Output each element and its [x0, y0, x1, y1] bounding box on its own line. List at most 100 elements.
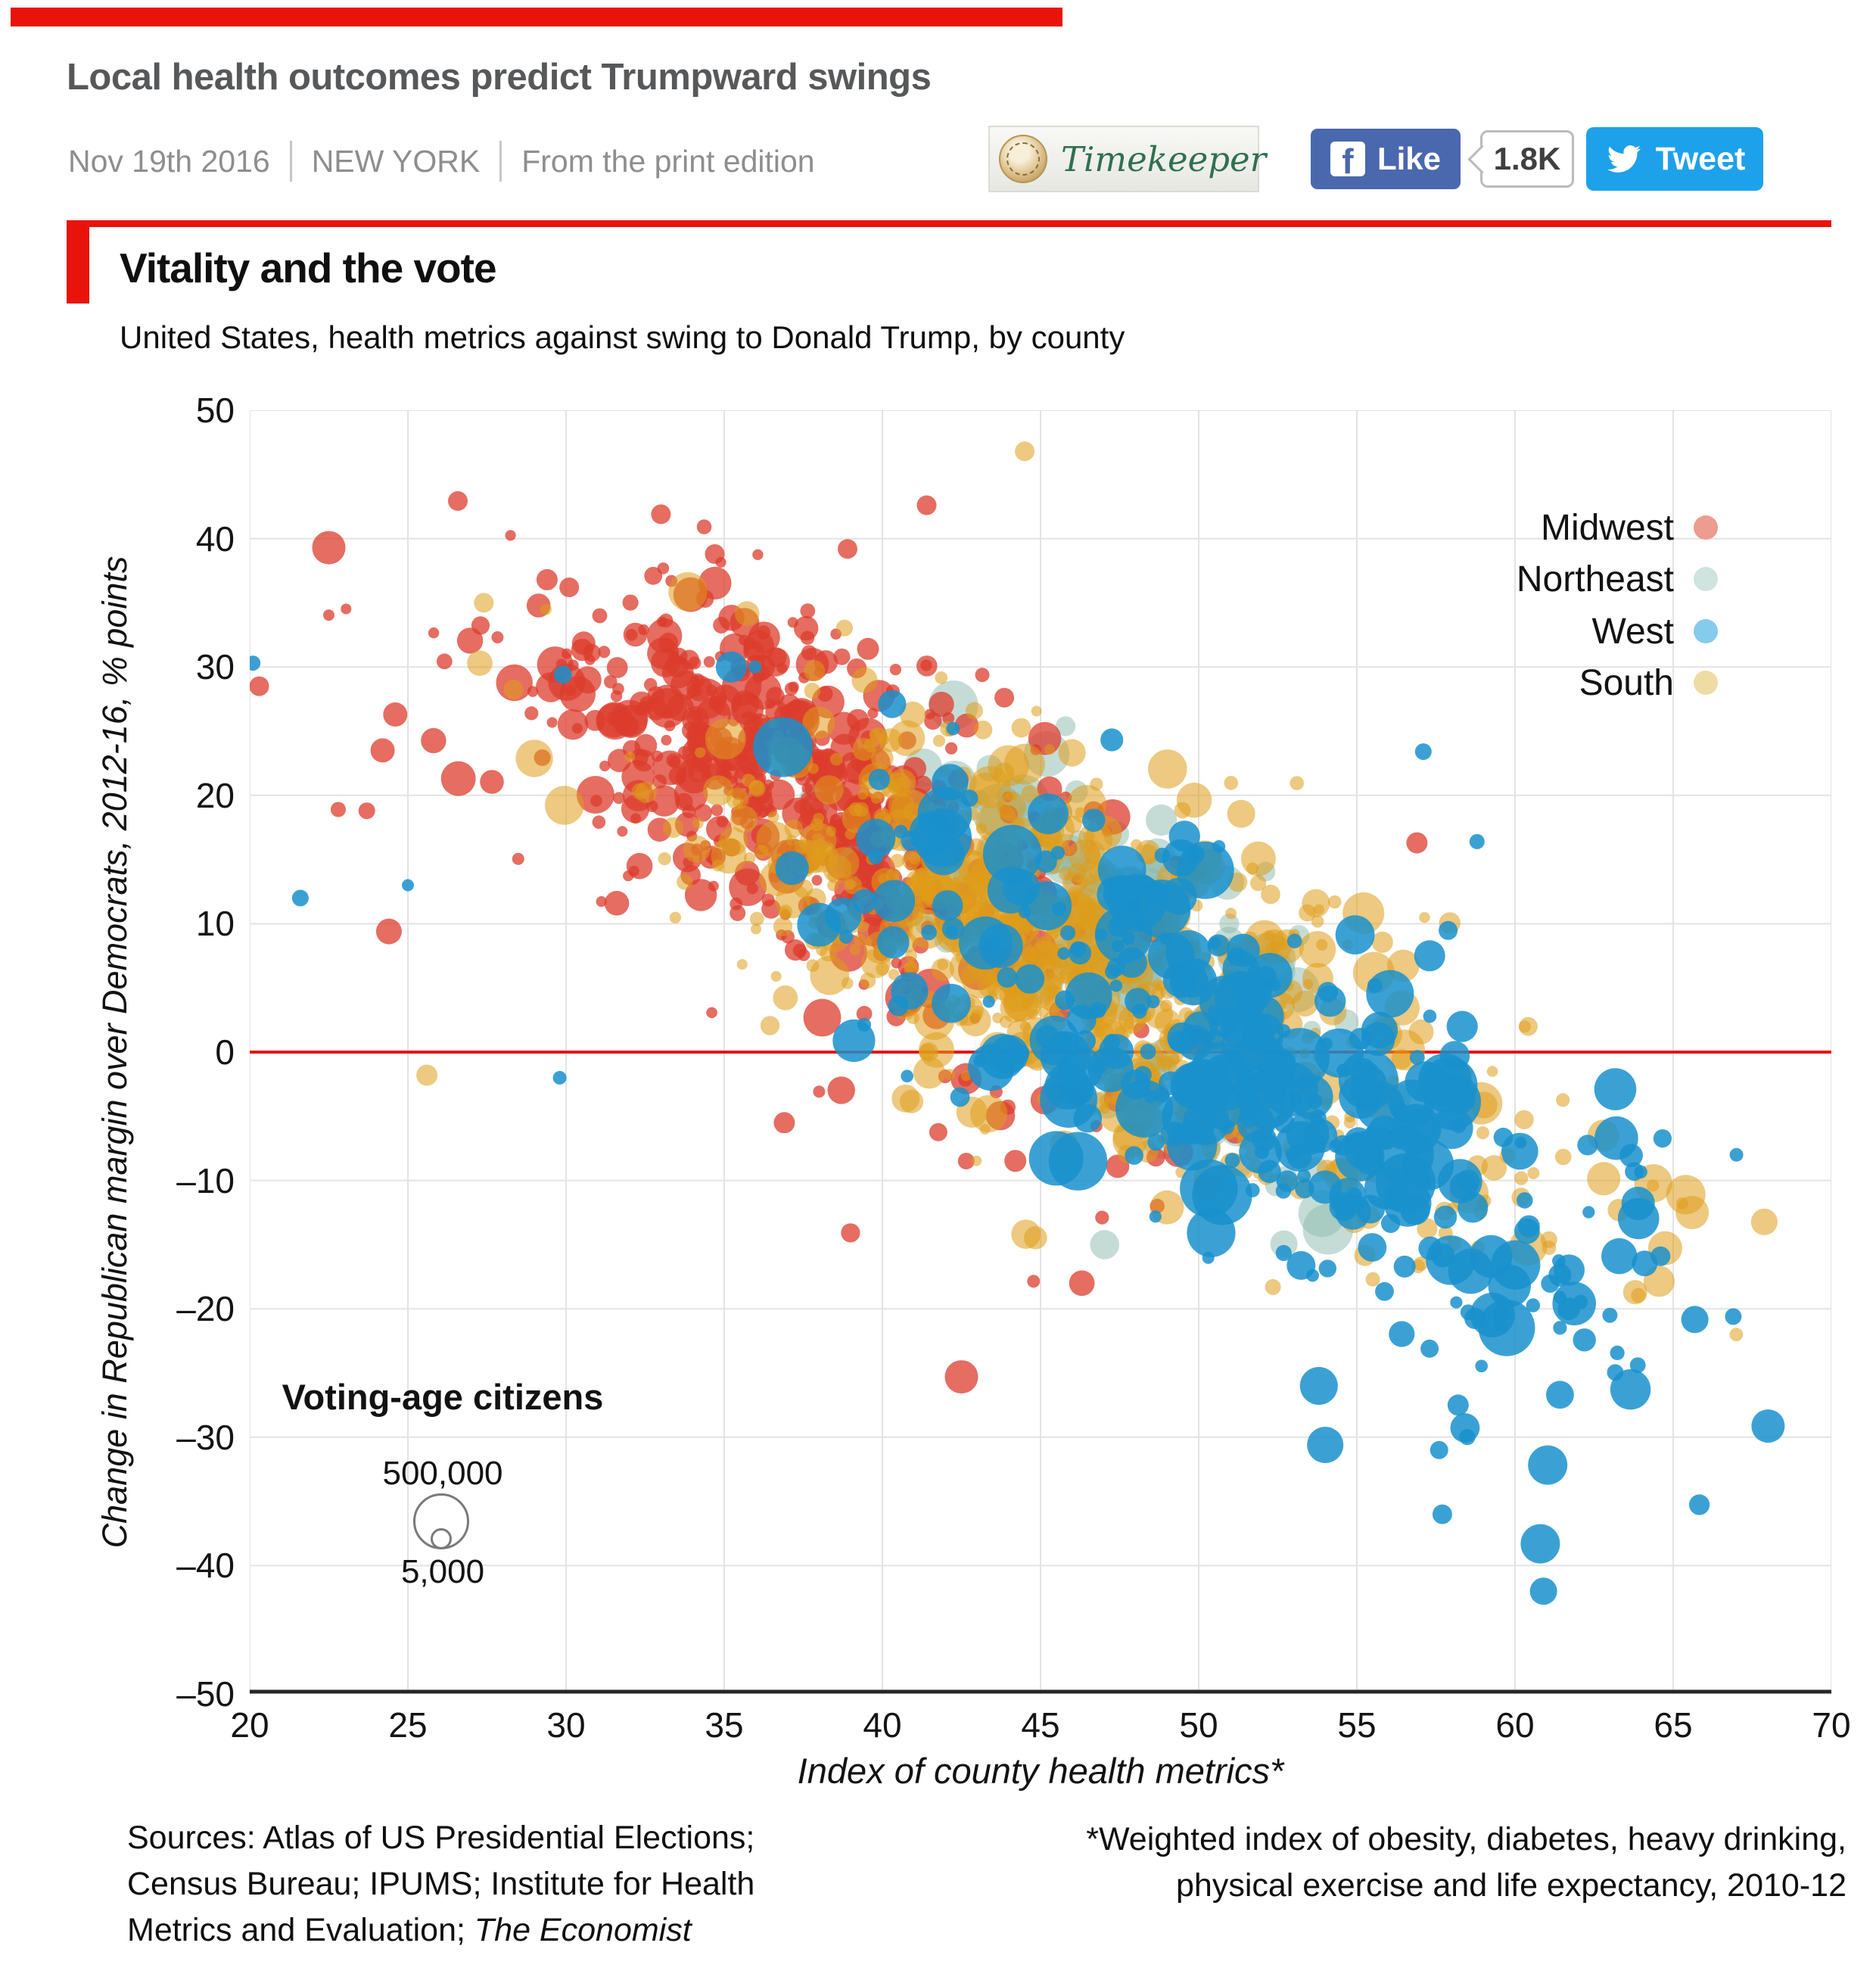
data-point	[1329, 1192, 1358, 1222]
data-point	[716, 815, 729, 828]
data-point-notable	[773, 1112, 795, 1134]
facebook-like-button[interactable]: f Like	[1311, 129, 1461, 189]
data-point	[891, 972, 929, 1010]
data-point-notable	[1557, 1297, 1581, 1321]
data-point	[1286, 1148, 1299, 1161]
data-point	[751, 923, 761, 935]
data-point	[1031, 705, 1042, 717]
dateline-separator	[289, 141, 292, 182]
data-point	[785, 939, 807, 961]
data-point	[803, 998, 842, 1037]
x-tick-label: 55	[1337, 1705, 1377, 1745]
data-point	[480, 770, 504, 794]
data-point	[1629, 1357, 1646, 1373]
data-point	[527, 686, 539, 697]
data-point	[1314, 985, 1346, 1017]
data-point	[1029, 1015, 1079, 1066]
data-point	[1582, 1206, 1595, 1219]
data-point	[1423, 1073, 1482, 1131]
data-point	[904, 961, 916, 973]
data-point-notable	[1414, 743, 1432, 761]
tweet-button[interactable]: Tweet	[1586, 127, 1763, 191]
data-point	[982, 995, 995, 1008]
data-point-notable	[383, 702, 408, 727]
data-point	[626, 852, 653, 880]
data-point	[1750, 1208, 1778, 1235]
data-point	[1450, 1296, 1463, 1309]
y-tick-label: 20	[195, 775, 235, 815]
data-point	[927, 826, 947, 845]
data-point	[456, 627, 484, 654]
data-point	[833, 648, 851, 665]
data-point-notable	[1729, 1147, 1744, 1162]
data-point	[1328, 895, 1342, 909]
like-count-bubble[interactable]: 1.8K	[1467, 130, 1574, 188]
data-point	[661, 734, 672, 746]
data-point	[1290, 776, 1304, 790]
data-point	[1517, 1215, 1540, 1238]
data-point	[1459, 1428, 1476, 1446]
data-point	[973, 1054, 987, 1067]
data-point	[612, 683, 624, 696]
data-point	[973, 721, 993, 739]
data-point	[932, 890, 963, 921]
data-point	[959, 916, 1013, 970]
data-point	[1729, 1328, 1744, 1341]
data-point	[1358, 1233, 1387, 1262]
data-point	[1681, 1306, 1709, 1334]
x-tick-label: 25	[388, 1705, 428, 1745]
timekeeper-button[interactable]: Timekeeper	[988, 126, 1266, 192]
legend-row-west: West	[1211, 609, 1718, 653]
data-point	[436, 653, 453, 670]
data-point	[664, 720, 676, 732]
data-point	[1751, 1409, 1785, 1443]
data-point	[682, 705, 710, 733]
data-point	[891, 957, 902, 969]
data-point	[515, 739, 553, 777]
data-point	[908, 852, 921, 864]
data-point	[767, 811, 779, 823]
data-point	[421, 727, 446, 754]
data-point	[920, 659, 932, 671]
red-rule	[67, 220, 1831, 227]
data-point	[929, 1122, 947, 1141]
data-point	[1015, 964, 1045, 994]
data-point	[857, 789, 869, 800]
timekeeper-medallion-icon	[999, 135, 1047, 183]
data-point	[1318, 1259, 1337, 1278]
data-point-notable	[1602, 1307, 1618, 1323]
data-point	[1199, 975, 1251, 1027]
data-point	[921, 924, 937, 941]
data-point	[748, 660, 762, 674]
data-point	[1344, 1131, 1383, 1170]
data-point	[851, 889, 877, 914]
data-point	[703, 775, 734, 806]
data-point	[1050, 845, 1065, 860]
data-point-notable	[331, 802, 346, 817]
data-point	[491, 631, 504, 643]
data-point-notable	[1430, 1440, 1448, 1459]
data-point	[982, 824, 1042, 884]
data-point	[599, 760, 611, 772]
data-point	[524, 706, 539, 721]
data-point	[592, 608, 608, 624]
data-point	[1004, 1150, 1027, 1172]
data-point	[1049, 958, 1062, 971]
data-point	[946, 721, 960, 736]
data-point	[1439, 920, 1458, 940]
data-point	[810, 955, 850, 995]
data-point	[1224, 1153, 1240, 1169]
data-point	[1027, 936, 1040, 948]
data-point	[851, 667, 878, 693]
data-point	[1414, 940, 1445, 972]
data-point	[752, 549, 764, 560]
data-point	[1060, 925, 1076, 941]
data-point	[745, 754, 758, 767]
data-point	[658, 613, 674, 628]
data-point	[814, 775, 844, 805]
data-point	[970, 1094, 1008, 1132]
data-point	[428, 627, 440, 639]
data-point	[773, 985, 798, 1010]
data-point	[1306, 1269, 1319, 1282]
y-tick-label: 40	[195, 518, 235, 559]
